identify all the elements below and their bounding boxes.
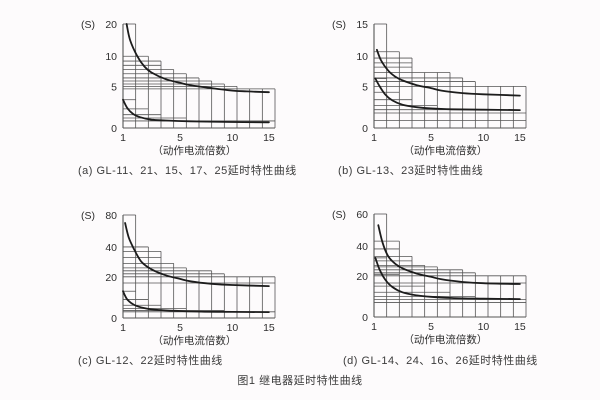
upper-limit-curve [377, 224, 521, 285]
y-tick-label: 0 [362, 312, 368, 324]
y-axis-unit: (S) [81, 210, 95, 222]
x-tick-label: 1 [371, 132, 377, 144]
y-tick-label: 40 [105, 242, 117, 254]
x-tick-label: 15 [514, 132, 526, 144]
y-tick-label: 10 [105, 51, 117, 63]
x-tick-label: 1 [120, 322, 126, 334]
upper-limit-curve [376, 48, 521, 97]
x-axis-label: （动作电流倍数） [152, 144, 236, 157]
x-tick-label: 1 [120, 132, 126, 144]
x-tick-label: 15 [263, 132, 275, 144]
lower-limit-curve [374, 257, 521, 300]
y-tick-label: 0 [362, 123, 368, 135]
y-tick-label: 15 [356, 19, 368, 31]
y-axis-unit: (S) [332, 209, 346, 221]
y-tick-label: 60 [356, 209, 368, 221]
y-tick-label: 40 [356, 241, 368, 253]
y-tick-label: 10 [356, 51, 368, 63]
x-tick-label: 10 [478, 132, 490, 144]
y-tick-label: 20 [105, 19, 117, 31]
x-tick-label: 10 [478, 321, 490, 333]
y-tick-label: 20 [105, 272, 117, 284]
upper-limit-curve [125, 23, 270, 94]
x-tick-label: 5 [428, 321, 434, 333]
figure-caption: 图1 继电器延时特性曲线 [237, 375, 363, 387]
y-tick-label: 5 [111, 81, 117, 93]
y-tick-label: 80 [105, 210, 117, 222]
x-tick-label: 5 [428, 132, 434, 144]
x-axis-label: （动作电流倍数） [152, 334, 236, 347]
chart-d-caption: (d) GL-14、24、16、26延时特性曲线 [343, 355, 538, 367]
chart-c-caption: (c) GL-12、22延时特性曲线 [78, 355, 223, 367]
lower-limit-curve [122, 98, 270, 124]
chart-a-caption: (a) GL-11、21、15、17、25延时特性曲线 [78, 165, 297, 177]
lower-limit-curve [374, 77, 521, 111]
y-axis-unit: (S) [332, 19, 346, 31]
x-tick-label: 10 [227, 132, 239, 144]
x-tick-label: 10 [227, 322, 239, 334]
y-axis-unit: (S) [81, 19, 95, 31]
y-tick-label: 0 [111, 123, 117, 135]
y-tick-label: 0 [111, 313, 117, 325]
y-tick-label: 5 [362, 81, 368, 93]
x-tick-label: 15 [263, 322, 275, 334]
x-tick-label: 15 [514, 321, 526, 333]
x-tick-label: 5 [177, 132, 183, 144]
y-tick-label: 20 [356, 271, 368, 283]
x-axis-label: （动作电流倍数） [403, 144, 487, 157]
chart-b-caption: (b) GL-13、23延时特性曲线 [338, 165, 484, 177]
upper-limit-curve [124, 222, 270, 287]
x-tick-label: 5 [177, 322, 183, 334]
x-axis-label: （动作电流倍数） [403, 333, 487, 346]
lower-limit-curve [122, 290, 270, 313]
x-tick-label: 1 [371, 321, 377, 333]
